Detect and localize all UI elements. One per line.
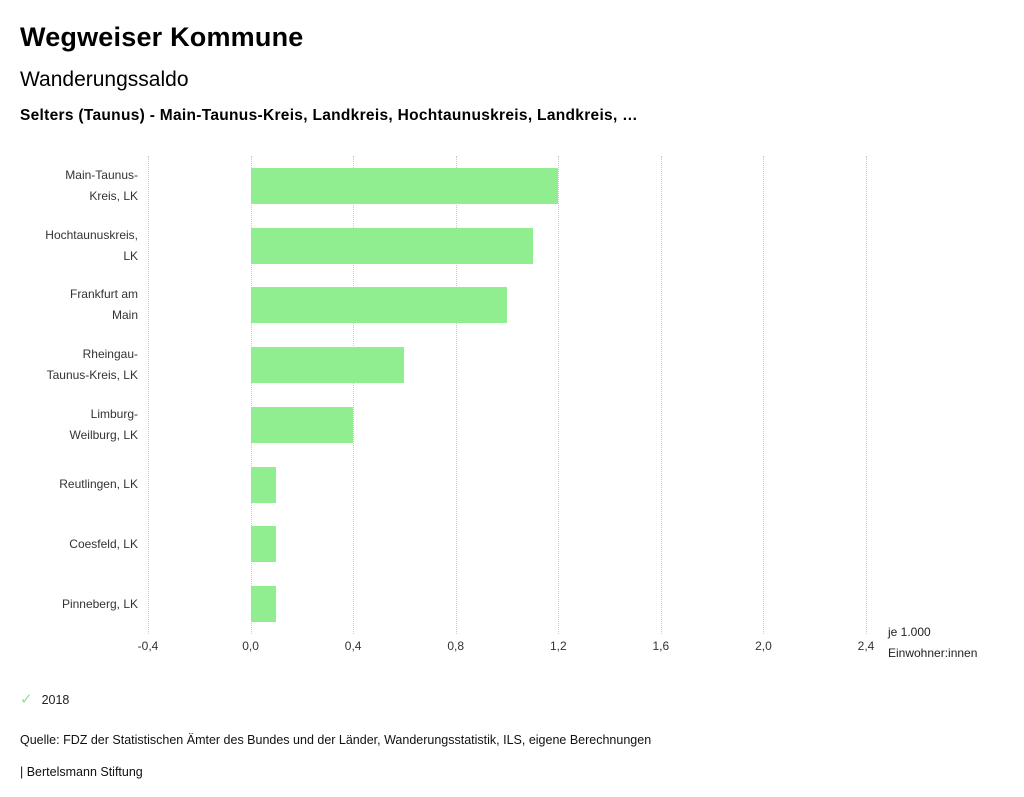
bar-row	[148, 216, 866, 276]
x-tick-label: -0,4	[137, 639, 159, 653]
bar-chart: Main-Taunus-Kreis, LK Hochtaunuskreis, LK…	[20, 156, 1004, 660]
bar-row	[148, 156, 866, 216]
gridline	[353, 156, 355, 634]
source-text: Quelle: FDZ der Statistischen Ämter des …	[20, 733, 652, 747]
y-axis-label: Hochtaunuskreis, LK	[45, 227, 138, 263]
chart-location-subtitle: Selters (Taunus) - Main-Taunus-Kreis, La…	[20, 107, 638, 124]
bar	[250, 406, 354, 443]
bar-row	[148, 455, 866, 515]
bar	[250, 586, 277, 623]
chart-body: Main-Taunus-Kreis, LK Hochtaunuskreis, LK…	[20, 156, 1004, 660]
attribution-text: | Bertelsmann Stiftung	[20, 765, 143, 779]
x-tick-label: 2,4	[857, 639, 875, 653]
y-axis-label: Main-Taunus-Kreis, LK	[65, 167, 138, 203]
bar-row	[148, 515, 866, 575]
bar	[250, 167, 559, 204]
x-tick-label: 0,0	[242, 639, 259, 653]
bar-row	[148, 574, 866, 634]
x-axis-unit-line1: je 1.000	[888, 625, 931, 639]
x-axis-unit-label: je 1.000 Einwohner:innen	[888, 622, 977, 664]
bar	[250, 227, 533, 264]
bar-row	[148, 335, 866, 395]
plot-area	[148, 156, 867, 634]
x-tick-label: 1,2	[549, 639, 567, 653]
gridline	[148, 156, 149, 634]
y-axis-label: Reutlingen, LK	[59, 477, 138, 492]
y-axis-label: Pinneberg, LK	[61, 596, 138, 611]
check-icon: ✓	[20, 691, 33, 708]
x-tick-label: 2,0	[755, 639, 772, 653]
gridline	[660, 156, 662, 634]
bar	[250, 347, 405, 384]
bar-row	[148, 276, 866, 336]
bar	[250, 466, 277, 503]
x-axis: -0,4 0,0 0,4 0,8 1,2 1,6 2,0 2,4	[138, 634, 875, 658]
y-axis-label: Frankfurt am Main	[69, 287, 138, 323]
gridline	[558, 156, 560, 634]
y-axis-labels: Main-Taunus-Kreis, LK Hochtaunuskreis, LK…	[20, 156, 148, 634]
gridline	[455, 156, 457, 634]
app-title: Wegweiser Kommune	[20, 22, 304, 52]
x-axis-unit-line2: Einwohner:innen	[888, 646, 978, 660]
axis-note-column: je 1.000 Einwohner:innen	[866, 156, 1004, 660]
gridline	[866, 156, 867, 634]
x-tick-label: 0,8	[447, 639, 465, 653]
gridline	[250, 156, 252, 634]
chart-title: Wanderungssaldo	[20, 68, 189, 91]
legend-year-label: 2018	[41, 692, 70, 707]
y-axis-label: Limburg-Weilburg, LK	[69, 406, 138, 442]
y-axis-label: Rheingau-Taunus-Kreis, LK	[46, 347, 138, 383]
bar-row	[148, 395, 866, 455]
x-tick-label: 1,6	[652, 639, 670, 653]
y-axis-label: Coesfeld, LK	[69, 536, 138, 551]
bar	[250, 287, 507, 324]
legend-item-2018[interactable]: ✓ 2018	[20, 692, 69, 707]
bar	[250, 526, 277, 563]
gridline	[763, 156, 765, 634]
x-tick-label: 0,4	[344, 639, 362, 653]
